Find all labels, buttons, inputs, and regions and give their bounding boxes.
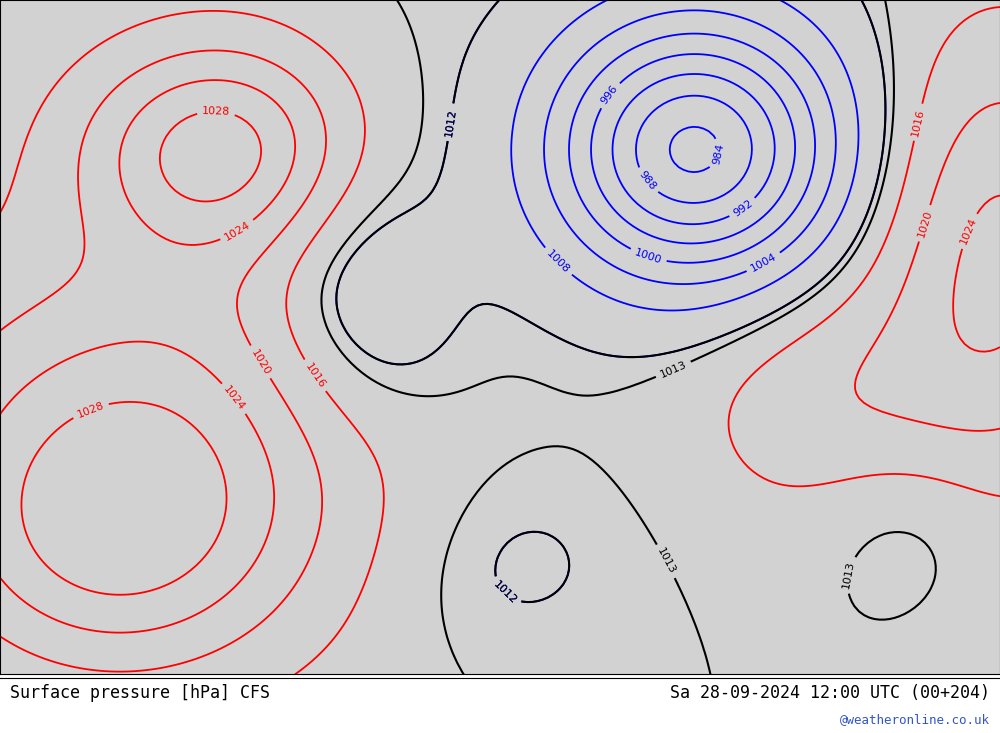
Text: 1028: 1028 [202,106,230,117]
Text: 1013: 1013 [659,359,688,380]
Text: 1024: 1024 [222,384,247,413]
Text: Surface pressure [hPa] CFS: Surface pressure [hPa] CFS [10,684,270,701]
Text: 1012: 1012 [443,108,458,137]
Text: 996: 996 [599,84,620,106]
Text: 1000: 1000 [633,247,663,265]
Text: @weatheronline.co.uk: @weatheronline.co.uk [840,712,990,726]
Text: 1024: 1024 [958,216,979,246]
Text: 1020: 1020 [249,347,272,377]
Text: 1012: 1012 [491,580,518,606]
Text: 1013: 1013 [655,547,677,576]
Text: 1004: 1004 [749,251,779,274]
Text: Sa 28-09-2024 12:00 UTC (00+204): Sa 28-09-2024 12:00 UTC (00+204) [670,684,990,701]
Text: 1012: 1012 [443,108,458,137]
Text: 1028: 1028 [75,399,105,419]
Text: 984: 984 [711,142,725,166]
Text: 992: 992 [731,198,755,218]
Text: 1020: 1020 [916,208,934,238]
Text: 1016: 1016 [303,361,327,390]
Text: 1024: 1024 [223,219,252,243]
Text: 1016: 1016 [910,108,926,137]
Text: 1013: 1013 [841,560,856,589]
Text: 1008: 1008 [544,248,571,276]
Text: 988: 988 [636,169,657,193]
Text: 1012: 1012 [491,580,518,606]
